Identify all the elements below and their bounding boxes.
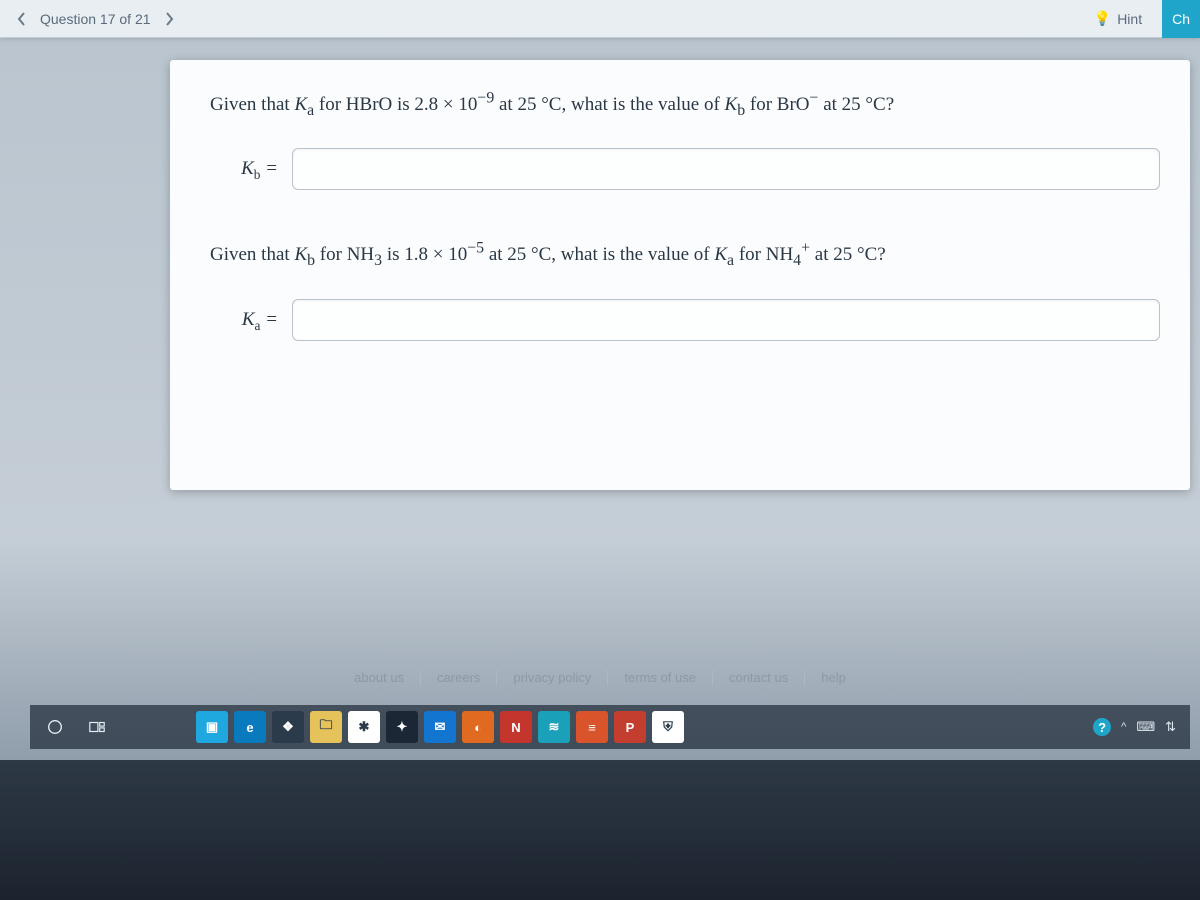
question-counter: Question 17 of 21 — [40, 11, 151, 27]
task-view-icon[interactable] — [158, 711, 190, 743]
tray-net-icon[interactable]: ⇅ — [1165, 719, 1176, 735]
footer-contact[interactable]: contact us — [713, 670, 805, 685]
ka-label: Ka = — [228, 309, 278, 331]
lightbulb-icon: 💡 — [1094, 10, 1111, 27]
footer-links: about us careers privacy policy terms of… — [0, 670, 1200, 685]
footer-careers[interactable]: careers — [421, 670, 497, 685]
slack-icon[interactable]: ✱ — [348, 711, 380, 743]
ka-input[interactable] — [292, 299, 1160, 341]
question-card: Given that Ka for HBrO is 2.8 × 10−9 at … — [170, 60, 1190, 490]
tray-help-icon[interactable]: ? — [1093, 718, 1111, 736]
app-x-icon[interactable]: ✦ — [386, 711, 418, 743]
camera-icon[interactable]: ▣ — [196, 711, 228, 743]
kb-label: Kb = — [228, 158, 278, 180]
footer-privacy[interactable]: privacy policy — [497, 670, 608, 685]
question-1-prompt: Given that Ka for HBrO is 2.8 × 10−9 at … — [210, 90, 1160, 120]
store-icon[interactable]: ❖ — [272, 711, 304, 743]
answer-row-2: Ka = — [228, 299, 1160, 341]
footer-terms[interactable]: terms of use — [608, 670, 713, 685]
kb-input[interactable] — [292, 148, 1160, 190]
prime-icon[interactable]: ≋ — [538, 711, 570, 743]
edge-icon[interactable]: e — [234, 711, 266, 743]
groove-icon[interactable]: ≡ — [576, 711, 608, 743]
p-app-icon[interactable]: P — [614, 711, 646, 743]
task-view-icon[interactable] — [78, 708, 116, 746]
system-tray: ? ^ ⌨ ⇅ — [1093, 718, 1184, 736]
mail-icon[interactable]: ✉ — [424, 711, 456, 743]
next-question-button[interactable] — [157, 7, 181, 31]
question-2-prompt: Given that Kb for NH3 is 1.8 × 10−5 at 2… — [210, 240, 1160, 270]
tray-lang-icon[interactable]: ⌨ — [1136, 719, 1155, 735]
tray-chevron-icon[interactable]: ^ — [1121, 721, 1126, 733]
hint-label: Hint — [1117, 11, 1142, 27]
ch-button[interactable]: Ch — [1162, 0, 1200, 38]
start-icon[interactable] — [36, 708, 74, 746]
footer-about[interactable]: about us — [338, 670, 421, 685]
prev-question-button[interactable] — [10, 7, 34, 31]
footer-help[interactable]: help — [805, 670, 862, 685]
taskbar: ▣e❖🗀✱✦✉◐N≋≡P⛨ ? ^ ⌨ ⇅ — [30, 705, 1190, 749]
answer-row-1: Kb = — [228, 148, 1160, 190]
security-icon[interactable]: ⛨ — [652, 711, 684, 743]
start-icon[interactable] — [120, 711, 152, 743]
firefox-icon[interactable]: ◐ — [462, 711, 494, 743]
n-app-icon[interactable]: N — [500, 711, 532, 743]
explorer-icon[interactable]: 🗀 — [310, 711, 342, 743]
hint-button[interactable]: 💡 Hint — [1084, 6, 1152, 31]
top-nav: Question 17 of 21 💡 Hint Ch — [0, 0, 1200, 38]
